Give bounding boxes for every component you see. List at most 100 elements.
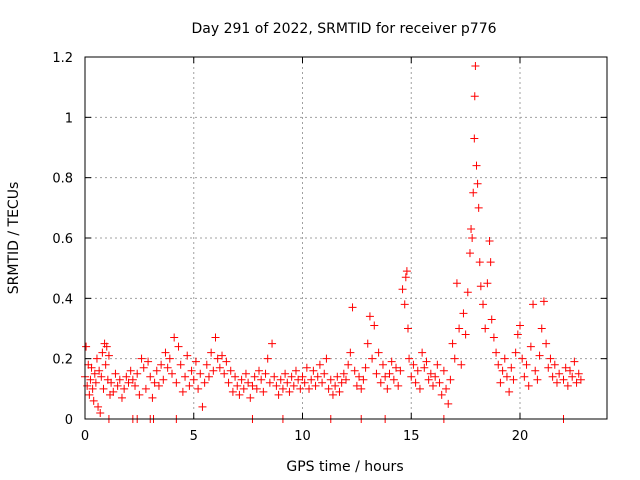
data-point xyxy=(133,369,142,378)
data-point xyxy=(241,369,250,378)
data-point xyxy=(411,378,420,387)
data-point xyxy=(224,378,233,387)
data-point xyxy=(320,369,329,378)
data-point xyxy=(235,390,244,399)
data-point xyxy=(274,390,283,399)
data-point xyxy=(257,375,266,384)
data-point xyxy=(448,339,457,348)
data-point xyxy=(239,384,248,393)
data-point xyxy=(139,363,148,372)
data-point xyxy=(459,309,468,318)
x-tick-label: 10 xyxy=(294,429,311,444)
data-point xyxy=(204,372,213,381)
data-point xyxy=(89,396,98,405)
data-point xyxy=(469,188,478,197)
data-point xyxy=(444,399,453,408)
data-point xyxy=(372,369,381,378)
data-point xyxy=(168,369,176,378)
data-point xyxy=(526,342,535,351)
data-point xyxy=(357,384,366,393)
data-point xyxy=(529,300,538,309)
data-point xyxy=(150,378,159,387)
data-point xyxy=(163,363,172,372)
data-point xyxy=(342,375,350,384)
data-point xyxy=(309,366,318,375)
data-point xyxy=(307,375,316,384)
data-point xyxy=(157,360,166,369)
data-point xyxy=(550,360,559,369)
data-point xyxy=(402,267,411,276)
data-point xyxy=(361,363,370,372)
data-points xyxy=(81,62,585,423)
data-point xyxy=(97,372,106,381)
data-point xyxy=(486,258,495,267)
data-point xyxy=(352,381,361,390)
data-point xyxy=(365,312,374,321)
data-point xyxy=(374,348,383,357)
data-point xyxy=(176,360,185,369)
data-point xyxy=(202,360,211,369)
data-point xyxy=(381,372,390,381)
data-point xyxy=(566,366,575,375)
data-point xyxy=(95,366,104,375)
data-point xyxy=(472,161,481,170)
data-point xyxy=(475,258,484,267)
data-point xyxy=(563,381,572,390)
x-tick-label: 0 xyxy=(81,429,89,444)
data-point xyxy=(467,224,476,233)
data-point xyxy=(496,378,505,387)
data-point xyxy=(474,203,483,212)
data-point xyxy=(187,366,196,375)
data-point xyxy=(300,378,309,387)
data-point xyxy=(94,402,103,411)
chart-title: Day 291 of 2022, SRMTID for receiver p77… xyxy=(191,21,496,37)
data-point xyxy=(315,360,324,369)
data-point xyxy=(470,92,479,101)
data-point xyxy=(226,366,235,375)
data-point xyxy=(102,342,111,351)
data-point xyxy=(546,354,555,363)
y-tick-label: 0.8 xyxy=(52,172,73,187)
data-point xyxy=(574,369,583,378)
data-point xyxy=(489,333,498,342)
data-point xyxy=(104,351,113,360)
data-point xyxy=(96,408,105,417)
data-point xyxy=(265,378,274,387)
data-point xyxy=(194,384,203,393)
data-point xyxy=(452,279,461,288)
data-point xyxy=(263,354,272,363)
data-point xyxy=(154,381,163,390)
data-point xyxy=(552,378,561,387)
data-point xyxy=(326,375,335,384)
data-point xyxy=(537,324,546,333)
y-tick-label: 0.4 xyxy=(52,292,73,307)
data-point xyxy=(531,366,540,375)
data-point xyxy=(494,360,503,369)
data-point xyxy=(389,375,398,384)
data-point xyxy=(487,315,496,324)
data-point xyxy=(128,375,137,384)
data-point xyxy=(398,285,407,294)
data-point xyxy=(99,384,108,393)
data-point xyxy=(422,357,431,366)
data-point xyxy=(363,339,372,348)
data-point xyxy=(535,351,544,360)
data-point xyxy=(318,378,327,387)
y-tick-label: 1 xyxy=(65,111,73,126)
data-point xyxy=(86,375,95,384)
data-point xyxy=(376,378,385,387)
data-point xyxy=(278,384,287,393)
data-point xyxy=(131,381,140,390)
data-point xyxy=(442,384,451,393)
data-point xyxy=(392,363,401,372)
data-point xyxy=(481,324,490,333)
data-point xyxy=(161,348,170,357)
data-point xyxy=(296,384,305,393)
data-point xyxy=(470,134,479,143)
data-point xyxy=(215,363,224,372)
data-point xyxy=(400,300,409,309)
data-point xyxy=(101,360,110,369)
data-point xyxy=(244,378,253,387)
data-point xyxy=(109,387,118,396)
